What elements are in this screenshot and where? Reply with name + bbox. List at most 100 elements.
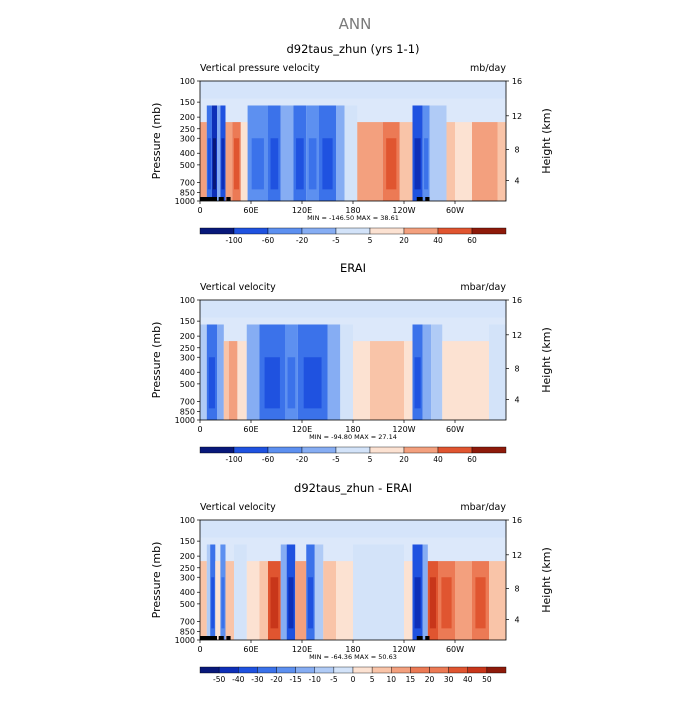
data-region (353, 341, 370, 420)
y-tick-label: 400 (180, 149, 195, 158)
topography (425, 636, 430, 640)
data-region (246, 561, 260, 640)
stats-label: MIN = -64.36 MAX = 50.63 (309, 653, 397, 661)
x-tick-label: 120E (292, 645, 312, 654)
data-core (208, 357, 215, 409)
data-region (489, 561, 506, 640)
y2-tick-label: 12 (512, 551, 522, 560)
colorbar-label: -20 (296, 455, 308, 464)
panel-title: d92taus_zhun - ERAI (294, 481, 412, 495)
data-region (280, 544, 287, 640)
y-tick-label: 300 (180, 573, 195, 582)
data-region (429, 105, 447, 201)
colorbar-box (429, 666, 449, 674)
topography (416, 197, 423, 201)
data-core (429, 577, 436, 629)
data-region (259, 561, 268, 640)
data-region (200, 324, 207, 420)
data-region (370, 341, 404, 420)
y-axis-label: Pressure (mb) (150, 542, 163, 619)
data-core (251, 138, 264, 190)
colorbar-label: 15 (406, 675, 416, 684)
y-tick-label: 200 (180, 113, 195, 122)
colorbar: -100 -60 -20 -5 5 20 40 60 (199, 227, 507, 245)
colorbar-label: 40 (433, 455, 443, 464)
x-tick-label: 60W (446, 206, 464, 215)
colorbar-box (301, 227, 337, 235)
colorbar-label: 60 (467, 455, 477, 464)
y2-tick-label: 8 (514, 364, 519, 373)
colorbar-box (335, 227, 371, 235)
colorbar-box (199, 227, 235, 235)
colorbar-label: -30 (251, 675, 263, 684)
colorbar-box (233, 446, 269, 454)
colorbar-box (199, 666, 220, 674)
y-tick-label: 700 (180, 397, 195, 406)
data-region (217, 105, 221, 201)
panel-left-label: Vertical velocity (200, 502, 276, 513)
data-region (323, 561, 336, 640)
y2-tick-label: 12 (512, 112, 522, 121)
y-tick-label: 100 (180, 516, 195, 525)
data-core (475, 577, 486, 629)
colorbar-box (314, 666, 335, 674)
colorbar-box (410, 666, 430, 674)
data-region (455, 122, 472, 201)
y2-tick-label: 16 (512, 516, 522, 525)
data-region (246, 324, 260, 420)
topography (200, 197, 217, 201)
colorbar-label: -5 (330, 675, 338, 684)
data-core (308, 138, 317, 190)
y-tick-label: 700 (180, 178, 195, 187)
y-tick-label: 250 (180, 125, 195, 134)
data-region (399, 122, 413, 201)
colorbar-box (448, 666, 468, 674)
data-region (357, 122, 383, 201)
colorbar-label: 5 (368, 455, 373, 464)
data-core (441, 577, 452, 629)
data-core (221, 138, 225, 190)
topography (226, 197, 231, 201)
y-tick-label: 850 (180, 189, 195, 198)
colorbar-box (369, 446, 405, 454)
y-tick-label: 1000 (175, 636, 195, 645)
colorbar-box (276, 666, 296, 674)
colorbar-label: 5 (370, 675, 375, 684)
data-region (206, 544, 211, 640)
y-tick-label: 250 (180, 344, 195, 353)
colorbar-box (471, 227, 507, 235)
data-region (353, 544, 404, 640)
data-region (446, 122, 455, 201)
colorbar-label: 0 (351, 675, 356, 684)
panel-left-label: Vertical velocity (200, 282, 276, 293)
colorbar-box (467, 666, 488, 674)
y-tick-label: 1000 (175, 416, 195, 425)
data-core (270, 138, 279, 190)
data-region (472, 122, 498, 201)
colorbar-box (301, 446, 337, 454)
colorbar: -100 -60 -20 -5 5 20 40 60 (199, 446, 507, 464)
data-core (212, 138, 216, 190)
colorbar-box (471, 446, 507, 454)
upper-band (200, 300, 506, 318)
data-region (344, 105, 358, 201)
data-core (270, 577, 279, 629)
colorbar-box (403, 227, 439, 235)
y-tick-label: 1000 (175, 197, 195, 206)
colorbar-label: -40 (232, 675, 244, 684)
data-region (404, 341, 413, 420)
colorbar-label: 30 (444, 675, 454, 684)
colorbar-label: -100 (225, 236, 242, 245)
panel-units: mb/day (470, 63, 506, 74)
colorbar-box (391, 666, 411, 674)
data-core (207, 138, 211, 190)
x-tick-label: 0 (197, 206, 202, 215)
colorbar-label: 60 (467, 236, 477, 245)
colorbar-box (486, 666, 507, 674)
y2-axis-label: Height (km) (540, 547, 553, 613)
data-region (442, 341, 455, 420)
colorbar-box (199, 446, 235, 454)
colorbar-box (238, 666, 258, 674)
colorbar-box (295, 666, 315, 674)
colorbar-box (218, 666, 239, 674)
